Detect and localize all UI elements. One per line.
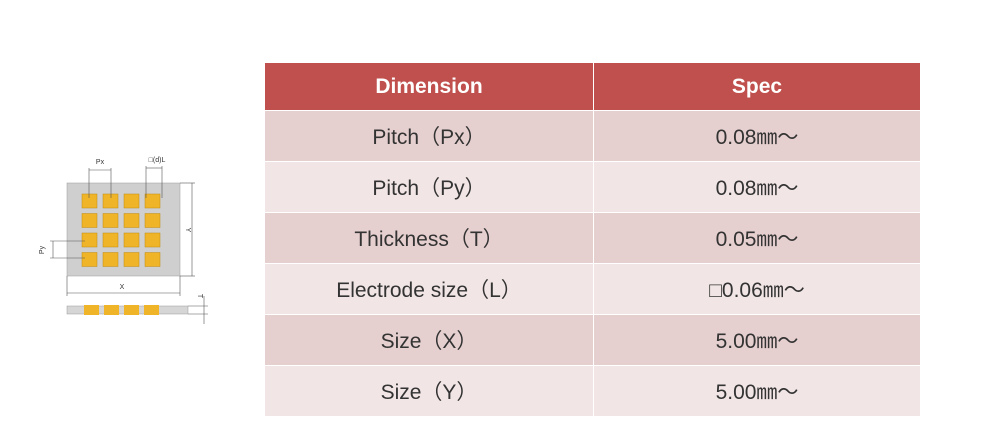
pad	[123, 213, 140, 228]
table-cell: Pitch（Px）	[265, 110, 594, 162]
table-cell: 5.00㎜～	[593, 314, 920, 366]
pad	[144, 232, 161, 248]
pad	[81, 213, 98, 228]
label-x: X	[120, 284, 125, 291]
table-row: Size（Y） 5.00㎜～	[265, 365, 920, 416]
table-cell: Pitch（Py）	[265, 161, 594, 213]
pad	[81, 252, 98, 267]
table-cell: Electrode size（L）	[265, 263, 594, 315]
table-row: Electrode size（L） □0.06㎜～	[265, 263, 920, 315]
header-cell: Dimension	[265, 63, 594, 111]
label-l: □(d)L	[149, 157, 166, 164]
table-row: Pitch（Py） 0.08㎜～	[265, 161, 920, 213]
pad	[123, 193, 140, 209]
table-row: Size（X） 5.00㎜～	[265, 314, 920, 366]
top-view: Px □(d)L X Y Py T	[39, 157, 208, 324]
side-view	[66, 305, 189, 315]
table-row: Pitch（Px） 0.08㎜～	[265, 110, 920, 162]
table-cell: □0.06㎜～	[593, 263, 920, 315]
spec-table: Dimension Spec Pitch（Px） 0.08㎜～ Pitch（Py） 0…	[265, 63, 920, 416]
pad	[144, 252, 161, 267]
table-cell: Size（X）	[265, 314, 594, 366]
pad	[123, 252, 140, 267]
pad	[102, 252, 119, 267]
label-t: T	[196, 294, 203, 299]
pad	[102, 213, 119, 228]
diagram: Px □(d)L X Y Py T	[39, 157, 208, 324]
pad	[144, 213, 161, 228]
table-cell: 0.08㎜～	[593, 161, 920, 213]
table-cell: 5.00㎜～	[593, 365, 920, 416]
pad	[102, 232, 119, 248]
label-y: Y	[184, 228, 191, 233]
label-py: Py	[39, 245, 46, 254]
pad	[123, 232, 140, 248]
table-cell: 0.05㎜～	[593, 212, 920, 264]
pad	[81, 193, 98, 209]
pad	[102, 193, 119, 209]
pad	[144, 193, 161, 209]
table-row: Thickness（T） 0.05㎜～	[265, 212, 920, 264]
table-cell: Size（Y）	[265, 365, 594, 416]
header-cell: Spec	[593, 63, 920, 111]
label-px: Px	[96, 159, 105, 166]
table-cell: Thickness（T）	[265, 212, 594, 264]
pad	[81, 232, 98, 248]
table-cell: 0.08㎜～	[593, 110, 920, 162]
